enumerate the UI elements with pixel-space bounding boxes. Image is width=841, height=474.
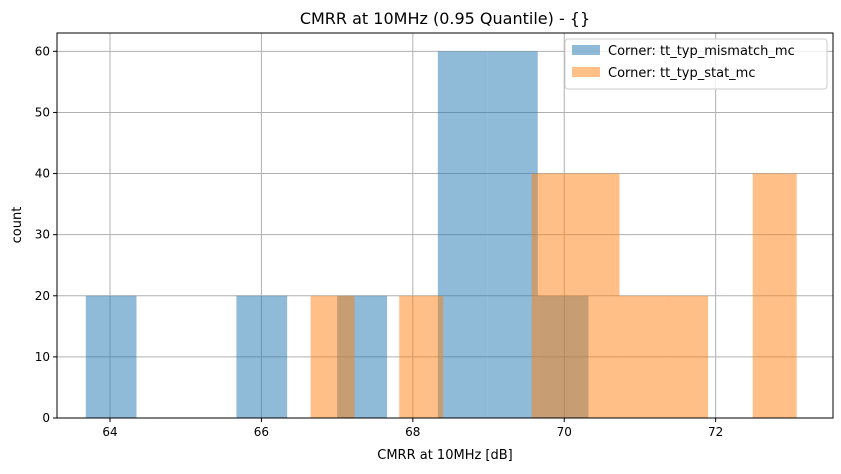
x-tick-label: 68 bbox=[405, 425, 420, 439]
y-tick-label: 0 bbox=[42, 411, 50, 425]
histogram-bar-mismatch bbox=[85, 295, 137, 418]
plot-frame bbox=[56, 32, 834, 419]
y-tick-label: 40 bbox=[35, 167, 50, 181]
histogram-bar-stat bbox=[664, 295, 709, 418]
histogram-bar-mismatch bbox=[437, 51, 488, 418]
chart-title: CMRR at 10MHz (0.95 Quantile) - {} bbox=[300, 9, 590, 28]
x-tick-label: 72 bbox=[708, 425, 723, 439]
histogram-bar-stat bbox=[752, 173, 797, 418]
x-tick-label: 64 bbox=[102, 425, 117, 439]
y-tick-label: 50 bbox=[35, 105, 50, 119]
histogram-bar-stat bbox=[310, 295, 355, 418]
histogram-bar-stat bbox=[619, 295, 665, 418]
histogram-bar-stat bbox=[399, 295, 444, 418]
legend-swatch-stat bbox=[572, 67, 600, 77]
y-axis-label: count bbox=[10, 207, 25, 244]
histogram-bar-stat bbox=[531, 173, 576, 418]
y-tick-label: 30 bbox=[35, 228, 50, 242]
histogram-bar-stat bbox=[575, 173, 620, 418]
x-axis-label: CMRR at 10MHz [dB] bbox=[377, 448, 513, 463]
x-tick-label: 70 bbox=[557, 425, 572, 439]
histogram-bar-mismatch bbox=[236, 295, 288, 418]
legend-label-mismatch: Corner: tt_typ_mismatch_mc bbox=[608, 44, 795, 59]
x-tick-label: 66 bbox=[254, 425, 269, 439]
legend-label-stat: Corner: tt_typ_stat_mc bbox=[608, 66, 756, 81]
legend: Corner: tt_typ_mismatch_mc Corner: tt_ty… bbox=[564, 38, 828, 90]
y-tick-label: 10 bbox=[35, 350, 50, 364]
histogram-bar-mismatch bbox=[487, 51, 538, 418]
y-tick-label: 20 bbox=[35, 289, 50, 303]
legend-swatch-mismatch bbox=[572, 45, 600, 55]
y-tick-label: 60 bbox=[35, 44, 50, 58]
